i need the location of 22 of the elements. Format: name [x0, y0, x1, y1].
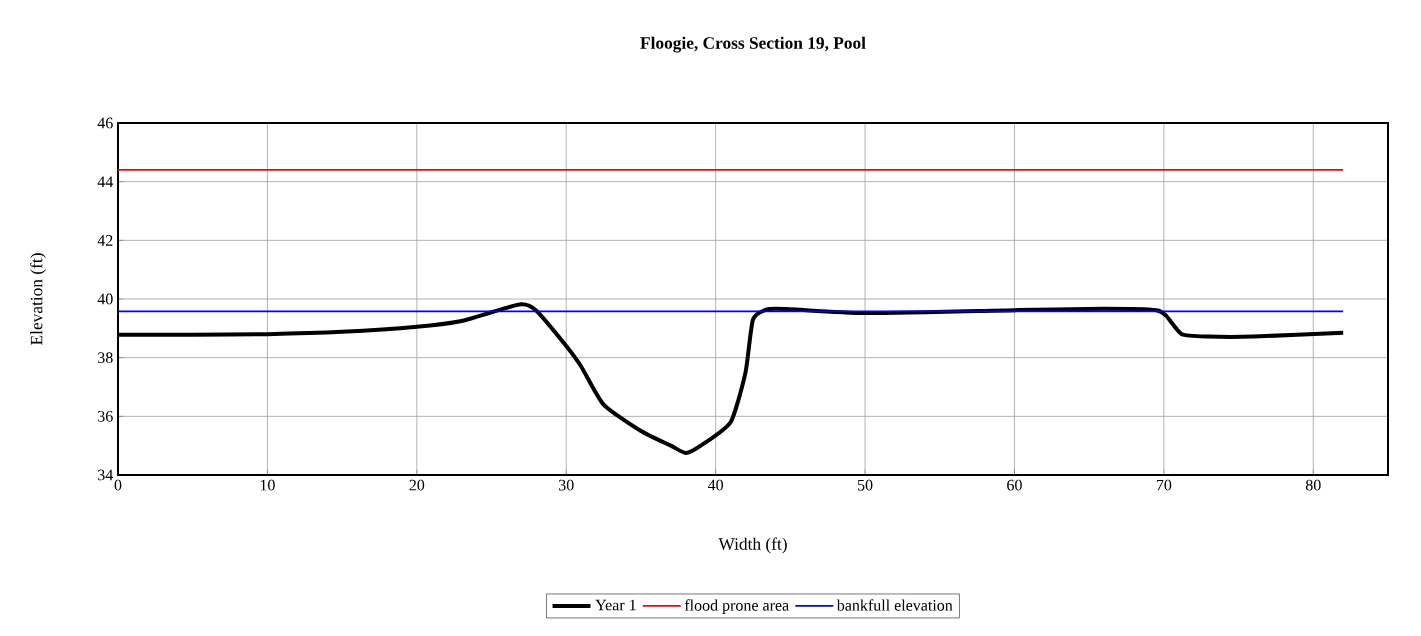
x-tick-label: 60: [1007, 479, 1022, 491]
x-tick-label: 30: [559, 479, 574, 491]
y-axis-title: Elevation (ft): [30, 253, 46, 345]
y-tick-label: 40: [97, 293, 113, 305]
legend-label: flood prone area: [684, 599, 789, 614]
y-tick-label: 46: [97, 117, 113, 129]
x-tick-label: 20: [409, 479, 425, 491]
x-tick-label: 80: [1305, 479, 1321, 491]
legend-label: bankfull elevation: [836, 599, 953, 611]
x-tick-label: 10: [260, 479, 275, 491]
x-tick-label: 70: [1156, 479, 1172, 491]
y-tick-label: 36: [98, 410, 113, 422]
x-tick-label: 50: [857, 479, 873, 491]
chart-title: Floogie, Cross Section 19, Pool: [640, 36, 866, 53]
x-tick-label: 40: [707, 479, 724, 491]
y-tick-label: 42: [97, 235, 113, 246]
y-tick-label: 38: [98, 352, 113, 364]
x-tick-label: 0: [114, 479, 122, 491]
x-axis-title: Width (ft): [718, 537, 787, 554]
legend-label: Year 1: [595, 599, 636, 611]
y-tick-label: 34: [98, 469, 114, 481]
y-tick-label: 44: [97, 176, 114, 187]
